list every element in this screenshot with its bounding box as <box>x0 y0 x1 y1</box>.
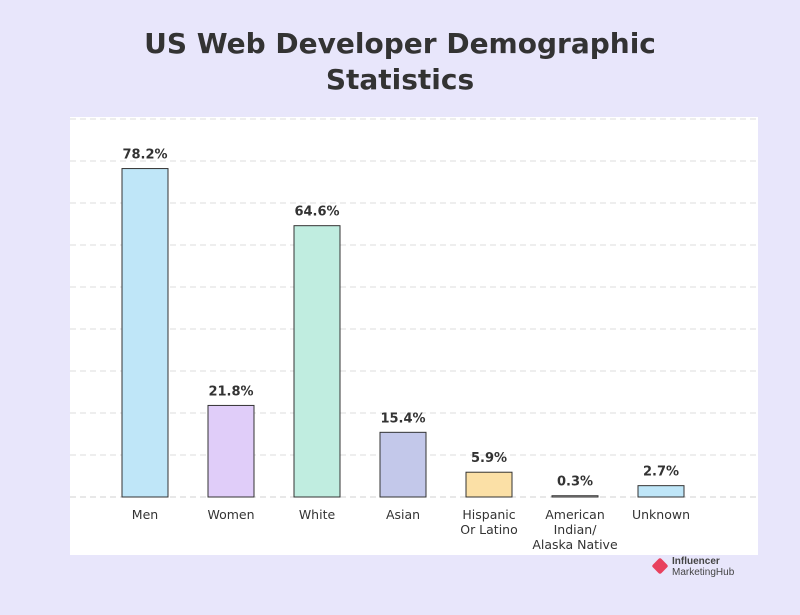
logo-text-line-2: MarketingHub <box>672 567 735 578</box>
chart-title: US Web Developer Demographic Statistics <box>0 26 800 98</box>
bar <box>207 404 255 498</box>
influencer-marketing-hub-logo: Influencer MarketingHub <box>651 556 764 580</box>
category-label: Indian/ <box>554 522 598 537</box>
category-label: Men <box>132 507 158 522</box>
data-label: 64.6% <box>294 205 339 220</box>
category-label: White <box>299 507 336 522</box>
logo-diamond-icon <box>651 557 669 575</box>
category-label: Hispanic <box>462 507 515 522</box>
category-label: Asian <box>386 507 420 522</box>
category-label: Alaska Native <box>532 537 618 552</box>
bar <box>465 471 513 498</box>
data-label: 5.9% <box>471 451 507 466</box>
data-label: 15.4% <box>380 411 425 426</box>
data-label: 0.3% <box>557 475 593 490</box>
bar <box>551 495 599 498</box>
category-label: American <box>545 507 605 522</box>
bar <box>379 431 427 498</box>
bar <box>637 485 685 498</box>
category-label: Women <box>207 507 254 522</box>
bar <box>293 225 341 498</box>
bar <box>121 168 169 498</box>
data-label: 78.2% <box>122 148 167 163</box>
chart-title-line-1: US Web Developer Demographic <box>144 27 656 60</box>
data-label: 21.8% <box>208 384 253 399</box>
logo-text-line-1: Influencer <box>672 556 720 567</box>
category-label: Or Latino <box>460 522 518 537</box>
category-label: Unknown <box>632 507 690 522</box>
chart-title-line-2: Statistics <box>325 63 475 96</box>
data-label: 2.7% <box>643 465 679 480</box>
